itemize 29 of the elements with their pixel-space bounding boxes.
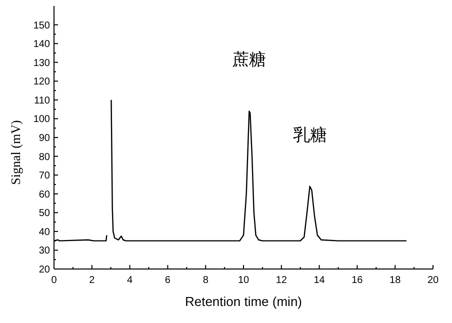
y-tick-label: 130 [33,58,50,69]
y-tick-label: 90 [38,133,50,144]
x-tick-label: 14 [314,275,326,286]
y-tick-label: 110 [34,95,50,106]
y-tick-label: 140 [33,39,50,50]
x-tick-label: 0 [51,275,58,286]
x-tick-label: 20 [427,275,439,286]
y-tick-label: 120 [33,76,50,88]
y-tick-label: 60 [38,189,50,200]
x-tick-label: 4 [127,275,134,286]
y-axis-title: Signal (mV) [8,120,23,185]
y-tick-label: 150 [33,20,50,32]
x-tick-label: 18 [390,275,402,286]
x-tick-label: 8 [202,275,209,286]
x-tick-label: 12 [276,275,288,286]
y-tick-label: 100 [33,114,50,126]
y-tick-label: 40 [38,226,50,238]
y-tick-label: 20 [38,264,50,276]
x-tick-label: 10 [238,275,250,286]
y-tick-label: 30 [38,246,50,257]
x-tick-label: 6 [164,275,171,286]
annotation: 蔗糖 [232,50,266,70]
y-tick-label: 70 [38,170,50,182]
y-tick-label: 80 [38,152,50,163]
x-tick-label: 16 [352,275,364,286]
x-axis-title: Retention time (min) [184,294,302,309]
y-tick-label: 50 [38,208,50,220]
annotation: 乳糖 [292,125,327,146]
x-tick-label: 2 [89,275,96,286]
